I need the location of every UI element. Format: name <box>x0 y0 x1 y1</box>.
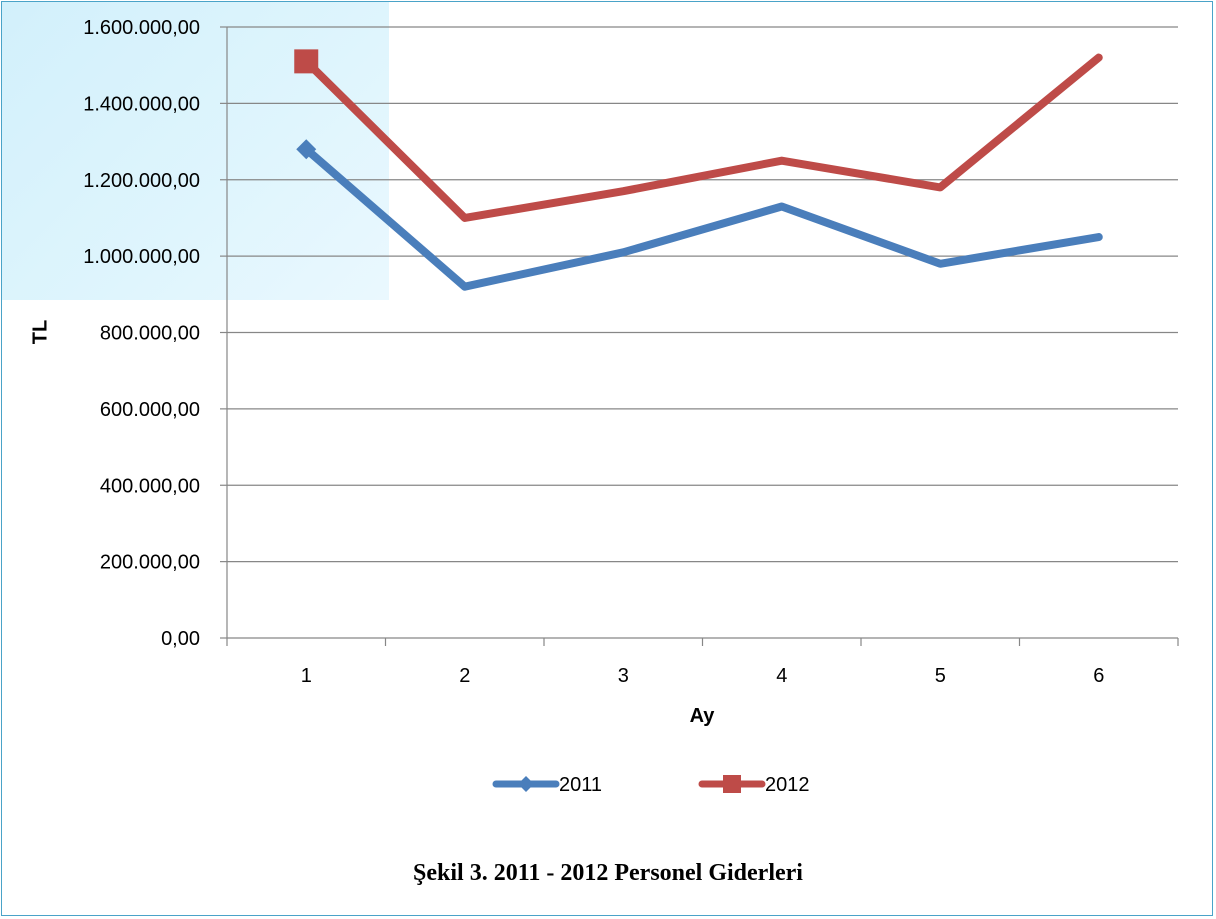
x-tick-label: 3 <box>618 665 629 687</box>
x-tick-label: 1 <box>301 665 312 687</box>
y-tick-label: 400.000,00 <box>100 475 200 497</box>
figure-caption: Şekil 3. 2011 - 2012 Personel Giderleri <box>413 860 803 886</box>
x-tick-label: 4 <box>776 665 787 687</box>
legend-item-2012: 2012 <box>698 774 810 796</box>
x-tick-label: 6 <box>1093 665 1104 687</box>
y-tick-label: 1.600.000,00 <box>83 17 200 39</box>
data-point-marker <box>294 49 319 74</box>
x-tick-label: 5 <box>935 665 946 687</box>
series-line-2012 <box>302 53 1103 222</box>
legend-swatch-marker <box>518 776 534 792</box>
data-point-marker <box>296 139 317 160</box>
y-tick-labels: 0,00 200.000,00 400.000,00 600.000,00 800.00… <box>83 17 200 650</box>
axes <box>220 26 1179 646</box>
y-tick-label: 800.000,00 <box>100 323 200 345</box>
y-tick-label: 600.000,00 <box>100 399 200 421</box>
series-lines <box>294 49 1103 291</box>
legend-label: 2012 <box>765 774 810 796</box>
y-tick-label: 0,00 <box>161 628 200 650</box>
x-axis-label: Ay <box>690 705 716 727</box>
y-tick-label: 1.000.000,00 <box>83 246 200 268</box>
background-glow <box>2 2 389 300</box>
x-tick-label: 2 <box>459 665 470 687</box>
y-tick-label: 200.000,00 <box>100 552 200 574</box>
series-line-2011 <box>302 145 1103 291</box>
legend: 2011 2012 <box>492 774 810 796</box>
legend-label: 2011 <box>559 774 602 796</box>
legend-swatch-marker <box>723 775 741 793</box>
x-tick-labels: 1 2 3 4 5 6 <box>301 665 1105 687</box>
legend-item-2011: 2011 <box>492 774 602 796</box>
y-tick-label: 1.400.000,00 <box>83 93 200 115</box>
y-tick-label: 1.200.000,00 <box>83 170 200 192</box>
y-axis-label: TL <box>29 320 51 344</box>
